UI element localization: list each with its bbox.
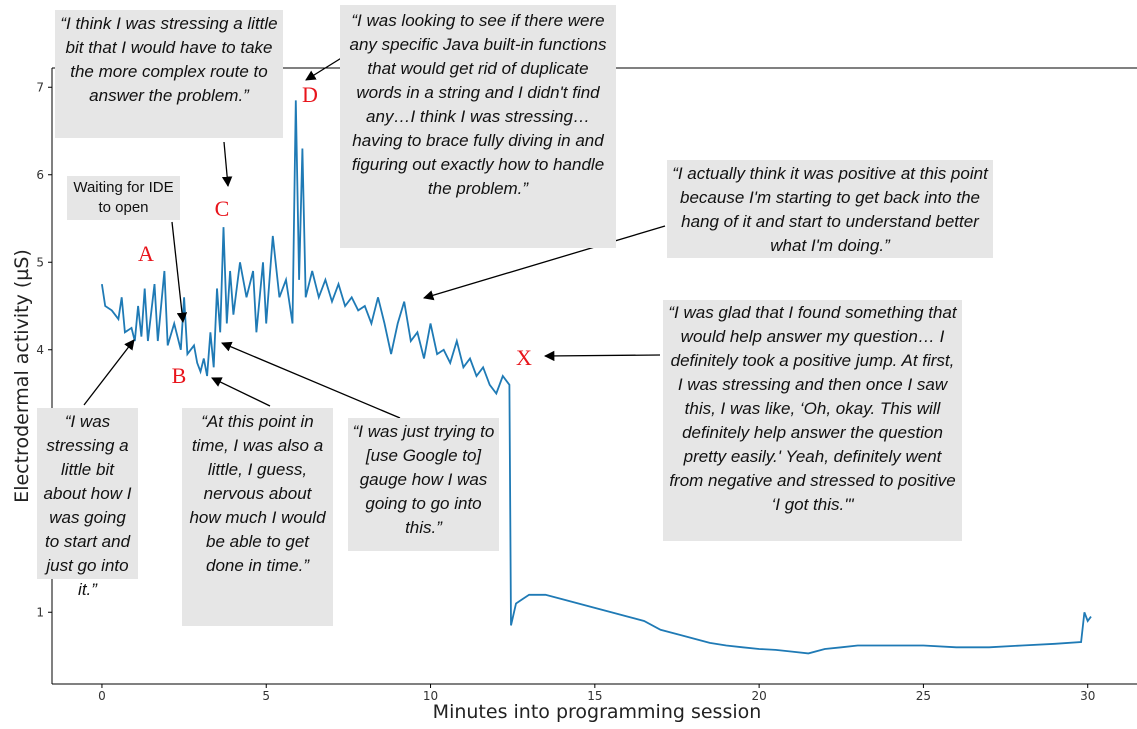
arrow [211,377,271,407]
x-tick-label: 15 [587,689,602,703]
quote: “At this point in time, I was also a lit… [182,408,333,626]
y-tick-label: 6 [36,168,44,182]
arrow [543,350,661,362]
x-tick-label: 20 [751,689,766,703]
data-line [101,100,1092,655]
x-tick-label: 5 [262,689,270,703]
note: Waiting for IDE to open [67,176,180,220]
point-label: B [172,363,187,388]
x-tick-label: 10 [423,689,438,703]
x-tick-label: 25 [916,689,931,703]
point-label: D [302,82,318,107]
arrow [171,221,188,324]
quote: “I was just trying to [use Google to] ga… [348,418,499,551]
x-tick-label: 0 [98,689,106,703]
quote: “I think I was stressing a little bit th… [55,10,283,138]
y-tick-label: 1 [36,605,44,619]
x-tick-label: 30 [1080,689,1095,703]
point-label: C [215,196,230,221]
y-tick-label: 5 [36,255,44,269]
quote: “I was glad that I found something that … [663,300,962,541]
arrow [221,341,401,419]
quote: “I actually think it was positive at thi… [667,160,993,258]
arrow [305,56,344,81]
quote: “I was looking to see if there were any … [340,5,616,248]
y-tick-label: 7 [36,80,44,94]
y-axis-label: Electrodermal activity (µS) [11,249,33,503]
y-tick-label: 4 [36,343,44,357]
point-label: A [138,241,154,266]
quote: “I was stressing a little bit about how … [37,408,138,599]
x-axis-label: Minutes into programming session [433,701,762,723]
point-label: X [516,345,532,370]
arrow [221,141,233,188]
arrow [423,225,666,301]
arrow [83,339,135,406]
